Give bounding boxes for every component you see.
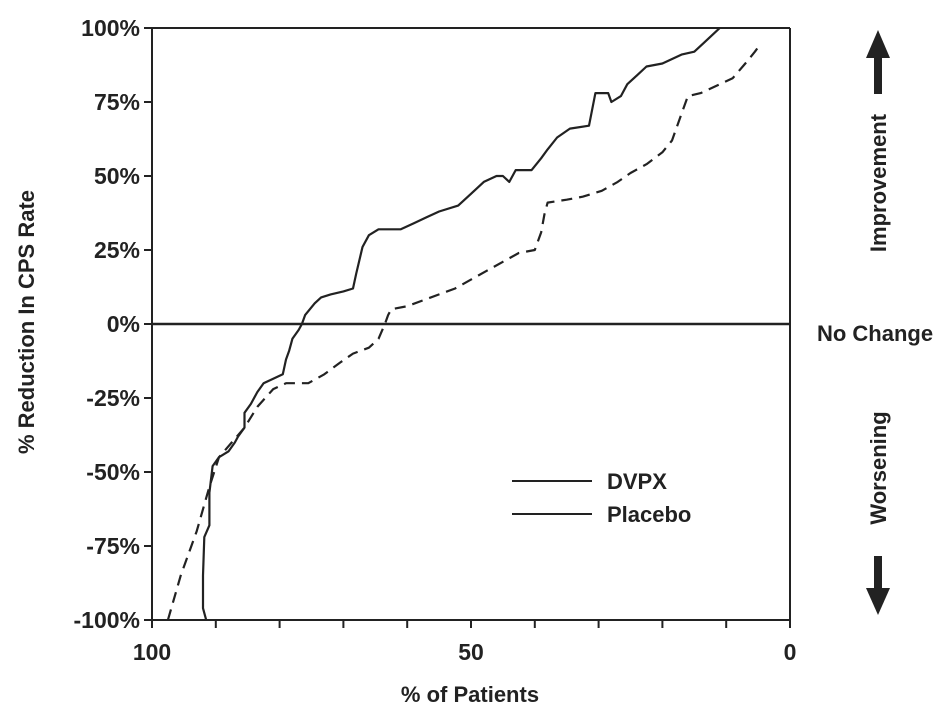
- series-line-dvpx: [201, 28, 722, 620]
- y-tick-label: 0%: [107, 311, 140, 337]
- y-tick-label: 100%: [81, 15, 140, 41]
- improvement-label: Improvement: [866, 113, 891, 252]
- y-tick-label: -100%: [74, 607, 140, 633]
- legend-label-dvpx: DVPX: [607, 469, 667, 494]
- x-tick-label: 100: [133, 639, 171, 665]
- x-tick-label: 0: [784, 639, 797, 665]
- worsening-label: Worsening: [866, 411, 891, 524]
- series-lines: [166, 28, 763, 620]
- worsening-arrow-icon: [866, 556, 890, 615]
- y-tick-label: 75%: [94, 89, 140, 115]
- x-tick-label: 50: [458, 639, 484, 665]
- y-axis-title: % Reduction In CPS Rate: [14, 190, 39, 454]
- legend-label-placebo: Placebo: [607, 502, 691, 527]
- y-tick-label: 25%: [94, 237, 140, 263]
- y-tick-label: 50%: [94, 163, 140, 189]
- series-line-placebo: [166, 42, 763, 620]
- y-tick-label: -25%: [86, 385, 140, 411]
- no-change-label: No Change: [817, 321, 933, 346]
- y-tick-label: -75%: [86, 533, 140, 559]
- x-axis-title: % of Patients: [401, 682, 539, 707]
- axis-labels: 100% 75% 50% 25% 0% -25% -50% -75% -100% 100 50 0: [74, 15, 797, 665]
- y-tick-label: -50%: [86, 459, 140, 485]
- improvement-arrow-icon: [866, 30, 890, 94]
- axes: [144, 27, 791, 628]
- legend: DVPX Placebo: [512, 469, 691, 527]
